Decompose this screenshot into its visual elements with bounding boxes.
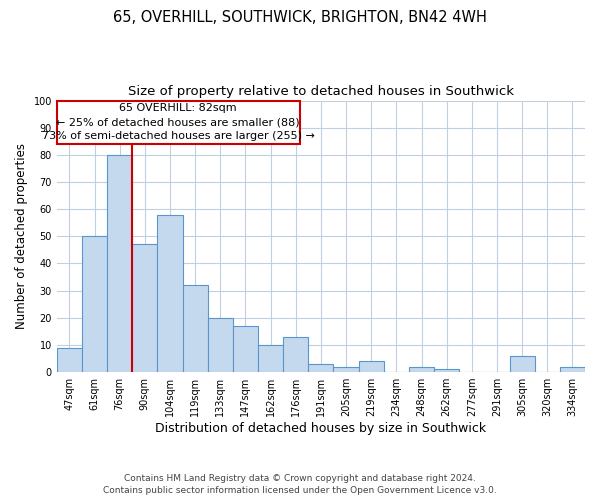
Bar — [409, 366, 434, 372]
Bar — [560, 366, 585, 372]
Bar — [334, 366, 359, 372]
Bar — [107, 155, 132, 372]
Bar — [434, 370, 459, 372]
Bar — [258, 345, 283, 372]
Bar — [82, 236, 107, 372]
Bar — [283, 337, 308, 372]
Bar — [157, 214, 182, 372]
Text: 65 OVERHILL: 82sqm
← 25% of detached houses are smaller (88)
73% of semi-detache: 65 OVERHILL: 82sqm ← 25% of detached hou… — [42, 104, 315, 142]
Y-axis label: Number of detached properties: Number of detached properties — [15, 144, 28, 330]
Bar — [509, 356, 535, 372]
Bar — [182, 285, 208, 372]
Text: Contains HM Land Registry data © Crown copyright and database right 2024.
Contai: Contains HM Land Registry data © Crown c… — [103, 474, 497, 495]
Bar — [208, 318, 233, 372]
Bar — [57, 348, 82, 372]
Text: 65, OVERHILL, SOUTHWICK, BRIGHTON, BN42 4WH: 65, OVERHILL, SOUTHWICK, BRIGHTON, BN42 … — [113, 10, 487, 25]
Bar — [132, 244, 157, 372]
X-axis label: Distribution of detached houses by size in Southwick: Distribution of detached houses by size … — [155, 422, 487, 435]
Title: Size of property relative to detached houses in Southwick: Size of property relative to detached ho… — [128, 85, 514, 98]
Bar — [233, 326, 258, 372]
Bar — [359, 361, 384, 372]
Bar — [308, 364, 334, 372]
